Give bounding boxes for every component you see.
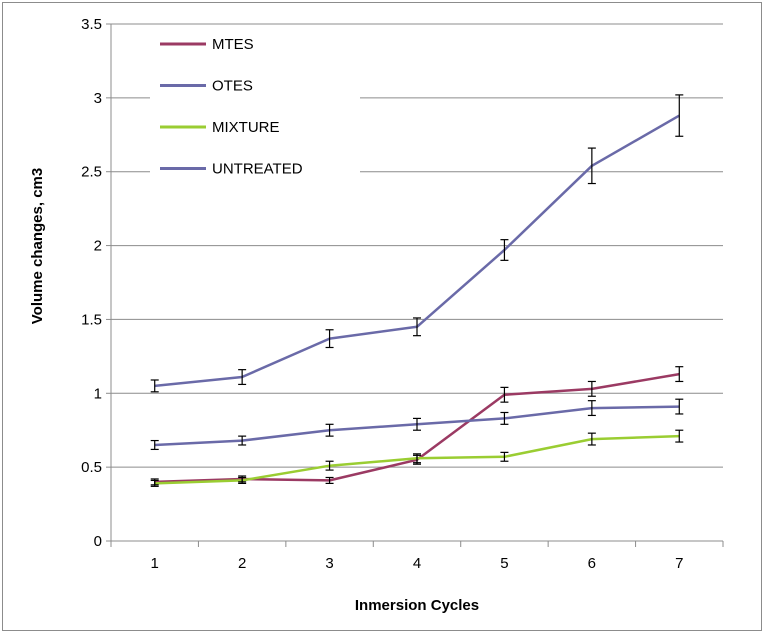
error-bar <box>675 95 683 136</box>
x-tick-label: 5 <box>500 555 508 572</box>
legend-label: MIXTURE <box>212 119 280 136</box>
y-tick-label: 3.5 <box>81 16 102 33</box>
error-bar <box>500 240 508 261</box>
y-tick-label: 0 <box>94 533 102 550</box>
y-tick-label: 2 <box>94 238 102 255</box>
legend-label: OTES <box>212 78 253 95</box>
x-tick-label: 3 <box>325 555 333 572</box>
y-tick-label: 3 <box>94 90 102 107</box>
y-tick-labels: 0 0.5 1 1.5 2 2.5 3 3.5 <box>81 16 102 550</box>
x-tick-labels: 1 2 3 4 5 6 7 <box>151 555 684 572</box>
legend-label: UNTREATED <box>212 161 303 178</box>
legend: MTES OTES MIXTURE UNTREATED <box>150 28 360 186</box>
y-tick-label: 2.5 <box>81 164 102 181</box>
x-tick-label: 7 <box>675 555 683 572</box>
y-axis-title: Volume changes, cm3 <box>29 168 46 324</box>
y-tick-label: 1.5 <box>81 311 102 328</box>
x-axis-title: Inmersion Cycles <box>355 597 479 614</box>
x-tick-label: 6 <box>588 555 596 572</box>
x-tick-label: 4 <box>413 555 421 572</box>
x-tick-label: 2 <box>238 555 246 572</box>
legend-label: MTES <box>212 36 254 53</box>
x-tick-label: 1 <box>151 555 159 572</box>
y-tick-label: 0.5 <box>81 459 102 476</box>
error-bar <box>588 148 596 183</box>
y-tick-label: 1 <box>94 385 102 402</box>
